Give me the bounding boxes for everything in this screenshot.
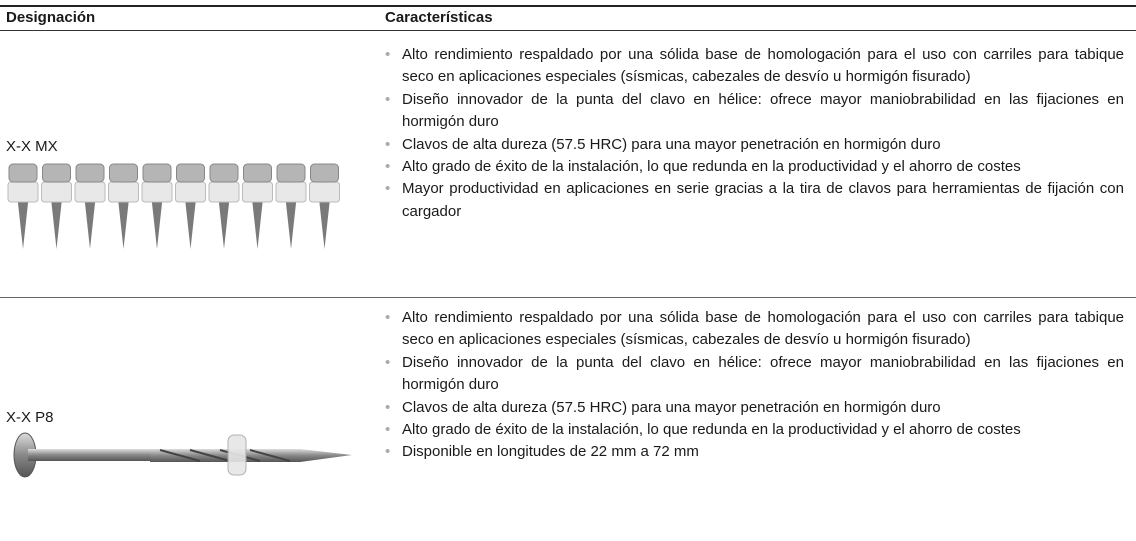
nail-washer	[108, 181, 139, 203]
nail-shank	[218, 194, 230, 249]
nail-head	[8, 163, 38, 183]
nail-shank	[50, 194, 63, 249]
feature-item: Clavos de alta dureza (57.5 HRC) para un…	[385, 134, 1124, 157]
nail-head	[142, 163, 172, 183]
header-row: Designación Características	[0, 7, 1136, 31]
nail-head	[176, 163, 205, 183]
nail-head	[243, 163, 272, 183]
nail-washer	[74, 181, 106, 203]
nail-washer	[242, 181, 273, 203]
header-cell: Características	[385, 9, 493, 26]
table-row: X-X P8 Alto rendimiento respaldado por u…	[0, 298, 1136, 541]
feature-item: Clavos de alta dureza (57.5 HRC) para un…	[385, 397, 1124, 420]
nail-shank	[318, 194, 331, 249]
table: Designación Características X-X MX Alto …	[0, 5, 1136, 541]
nail-washer	[7, 181, 39, 203]
features-cell: Alto rendimiento respaldado por una sóli…	[385, 44, 1136, 297]
nail-head	[276, 163, 306, 183]
designation-cell: X-X P8	[0, 307, 385, 541]
header-cell: Designación	[6, 9, 96, 26]
designation: X-X MX	[6, 138, 58, 155]
nail-shank	[84, 194, 96, 249]
feature-item: Alto rendimiento respaldado por una sóli…	[385, 44, 1124, 89]
nail-shank	[117, 194, 130, 249]
nail-washer	[275, 181, 307, 203]
feature-item: Diseño innovador de la punta del clavo e…	[385, 352, 1124, 397]
feature-item: Mayor productividad en aplicaciones en s…	[385, 178, 1124, 223]
feature-item: Alto rendimiento respaldado por una sóli…	[385, 307, 1124, 352]
nail-shank	[17, 194, 29, 249]
nail-washer	[208, 181, 240, 203]
nail-washer	[41, 181, 72, 203]
features-cell: Alto rendimiento respaldado por una sóli…	[385, 307, 1136, 541]
nail-washer	[309, 181, 340, 203]
nail-head	[109, 163, 138, 183]
nail-head	[75, 163, 105, 183]
feature-item: Diseño innovador de la punta del clavo e…	[385, 89, 1124, 134]
feature-item: Alto grado de éxito de la instalación, l…	[385, 419, 1124, 442]
feature-list: Alto rendimiento respaldado por una sóli…	[385, 307, 1124, 464]
nail-head	[42, 163, 71, 183]
feature-list: Alto rendimiento respaldado por una sóli…	[385, 44, 1124, 223]
nail-image	[13, 432, 352, 478]
table-row: X-X MX Alto rendimiento respaldado por u…	[0, 31, 1136, 298]
nail-head	[209, 163, 239, 183]
nail-shank	[184, 194, 197, 249]
nail-shank	[151, 194, 163, 249]
feature-item: Disponible en longitudes de 22 mm a 72 m…	[385, 441, 1124, 464]
nail-shank	[285, 194, 297, 249]
nail-washer	[175, 181, 206, 203]
nail-washer	[141, 181, 173, 203]
nail-head	[310, 163, 339, 183]
designation-cell: X-X MX	[0, 44, 385, 297]
designation: X-X P8	[6, 409, 54, 426]
nail-strip-image	[7, 163, 340, 249]
nail-shank	[251, 194, 264, 249]
feature-item: Alto grado de éxito de la instalación, l…	[385, 156, 1124, 179]
